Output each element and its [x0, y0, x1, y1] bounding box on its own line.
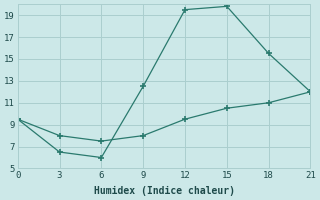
X-axis label: Humidex (Indice chaleur): Humidex (Indice chaleur) [93, 186, 235, 196]
